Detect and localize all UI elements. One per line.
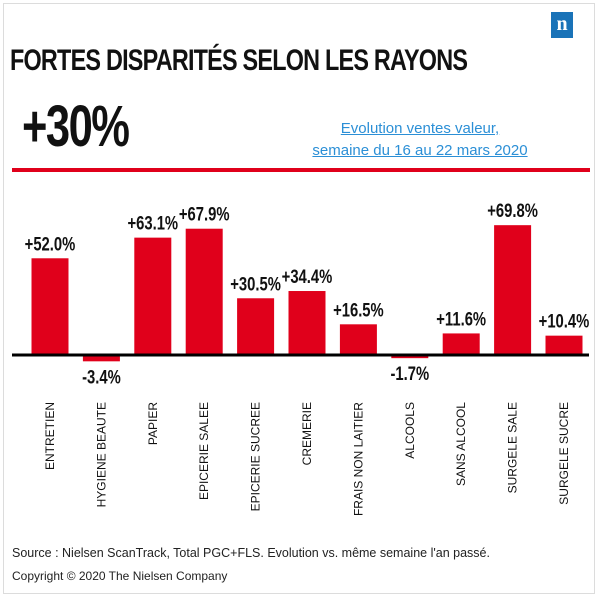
category-label-2: PAPIER	[146, 402, 160, 445]
data-label-4: +30.5%	[230, 274, 281, 295]
bar-1	[82, 355, 120, 362]
bar-4	[237, 298, 275, 355]
bar-7	[391, 355, 429, 359]
data-label-0: +52.0%	[25, 234, 76, 255]
bar-5	[288, 291, 326, 355]
headline-percentage: +30%	[22, 94, 130, 159]
category-label-0: ENTRETIEN	[43, 402, 57, 470]
bar-9	[494, 225, 532, 355]
data-label-8: +11.6%	[436, 309, 486, 330]
category-label-1: HYGIENE BEAUTE	[94, 402, 108, 507]
subtitle-line-2: semaine du 16 au 22 mars 2020	[312, 142, 528, 159]
source-note: Source : Nielsen ScanTrack, Total PGC+FL…	[12, 546, 490, 560]
category-label-4: EPICERIE SUCREE	[249, 402, 263, 511]
data-label-10: +10.4%	[539, 311, 590, 332]
data-label-5: +34.4%	[282, 266, 333, 287]
bar-6	[339, 324, 377, 355]
chart-frame	[3, 3, 595, 594]
category-label-7: ALCOOLS	[403, 402, 417, 459]
category-label-6: FRAIS NON LAITIER	[351, 402, 365, 516]
nielsen-logo: n	[551, 12, 573, 38]
data-label-6: +16.5%	[333, 300, 384, 321]
header-divider	[12, 168, 590, 172]
chart-title: FORTES DISPARITÉS SELON LES RAYONS	[10, 44, 468, 77]
data-label-1: -3.4%	[82, 367, 121, 388]
category-label-5: CREMERIE	[300, 402, 314, 465]
category-label-10: SURGELE SUCRE	[557, 402, 571, 505]
bar-2	[134, 237, 172, 355]
copyright-note: Copyright © 2020 The Nielsen Company	[12, 569, 228, 583]
data-label-3: +67.9%	[179, 204, 230, 225]
data-label-7: -1.7%	[390, 363, 429, 384]
bar-0	[31, 258, 69, 355]
category-label-8: SANS ALCOOL	[454, 402, 468, 486]
subtitle-line-1: Evolution ventes valeur,	[340, 120, 500, 137]
bar-3	[185, 228, 223, 355]
bar-10	[545, 335, 583, 355]
data-label-2: +63.1%	[127, 213, 178, 234]
chart-subtitle: Evolution ventes valeur, semaine du 16 a…	[270, 118, 570, 162]
bar-8	[442, 333, 480, 355]
category-label-3: EPICERIE SALEE	[197, 402, 211, 500]
data-label-9: +69.8%	[487, 200, 538, 221]
category-label-9: SURGELE SALE	[506, 402, 520, 493]
